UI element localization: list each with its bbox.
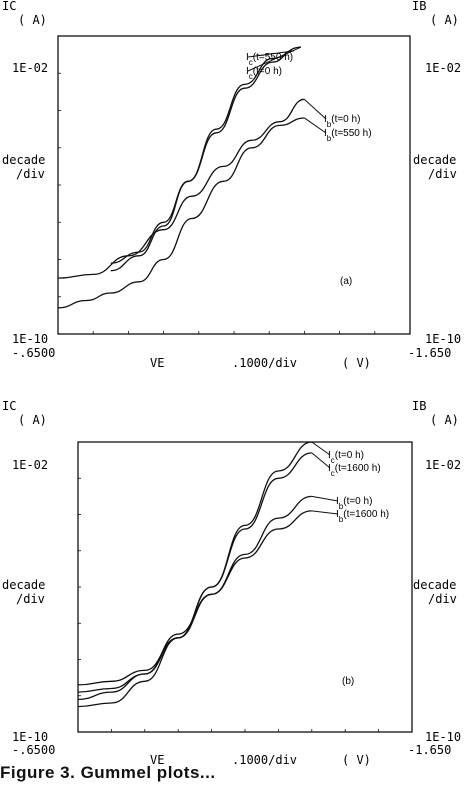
series-label: Ic(t=0 h) bbox=[328, 450, 364, 465]
series-label: Ib(t=550 h) bbox=[324, 128, 372, 143]
series-line-ib-t-550-h- bbox=[57, 117, 305, 309]
right-unit-label-2: ( A) bbox=[430, 413, 459, 427]
series-line-ic-t-0-h- bbox=[77, 441, 312, 708]
plot-frame-a bbox=[57, 35, 411, 335]
y-scale-label-left-2: /div bbox=[16, 592, 45, 606]
series-line-ib-t-0-h- bbox=[77, 495, 312, 701]
series-label: Ic(t=550 h) bbox=[246, 52, 293, 67]
series-leader-line bbox=[304, 98, 327, 120]
left-unit-label-2: ( A) bbox=[18, 13, 47, 27]
series-leader-line bbox=[311, 441, 331, 456]
y-top-label-right: 1E-02 bbox=[425, 458, 461, 472]
y-scale-label-left-2: /div bbox=[16, 167, 45, 181]
left-unit-label: IC bbox=[2, 0, 16, 13]
y-top-label-left: 1E-02 bbox=[12, 458, 48, 472]
series-label: Ib(t=1600 h) bbox=[336, 509, 389, 524]
y-scale-label-left-1: decade bbox=[2, 578, 45, 592]
x-left-label: -.6500 bbox=[12, 743, 55, 757]
y-scale-label-left-1: decade bbox=[2, 153, 45, 167]
series-leader-line bbox=[311, 452, 331, 469]
series-leader-line bbox=[311, 495, 339, 502]
y-scale-label-right-2: /div bbox=[428, 592, 457, 606]
series-leader-line bbox=[304, 117, 327, 134]
y-bottom-label-left: 1E-10 bbox=[12, 332, 48, 346]
right-unit-label-2: ( A) bbox=[430, 13, 459, 27]
figure-caption: Figure 3. Gummel plots... bbox=[0, 763, 216, 782]
y-bottom-label-right: 1E-10 bbox=[425, 730, 461, 744]
x-scale-label: .1000/div bbox=[232, 356, 297, 370]
right-unit-label: IB bbox=[412, 399, 426, 413]
y-bottom-label-left: 1E-10 bbox=[12, 730, 48, 744]
y-top-label-right: 1E-02 bbox=[425, 61, 461, 75]
plot-frame-b bbox=[77, 441, 413, 733]
x-right-label: -1.650 bbox=[408, 743, 451, 757]
x-unit-label: ( V) bbox=[342, 356, 371, 370]
series-line-ib-t-1600-h- bbox=[77, 510, 312, 686]
plot-area-a: Ic(t=550 h)Ic(t=0 h) Ib(t=0 h)Ib(t=550 h) bbox=[57, 46, 376, 334]
series-leader-line bbox=[247, 50, 294, 58]
series-label: Ib(t=0 h) bbox=[336, 496, 372, 511]
y-scale-label-right-2: /div bbox=[428, 167, 457, 181]
x-left-label: -.6500 bbox=[12, 346, 55, 360]
left-unit-label-2: ( A) bbox=[18, 413, 47, 427]
x-axis-name: VE bbox=[150, 356, 164, 370]
series-leader-line bbox=[311, 510, 339, 515]
series-label: Ic(t=0 h) bbox=[246, 66, 282, 81]
y-bottom-label-right: 1E-10 bbox=[425, 332, 461, 346]
series-leader-line bbox=[247, 46, 302, 72]
panel-a: IC ( A) IB ( A) 1E-02 1E-02 decade /div … bbox=[2, 0, 461, 370]
series-label: Ic(t=1600 h) bbox=[328, 463, 381, 478]
x-scale-label: .1000/div bbox=[232, 753, 297, 767]
panel-label-a: (a) bbox=[340, 276, 352, 287]
x-axis-name: VE bbox=[150, 753, 164, 767]
panel-label-b: (b) bbox=[342, 676, 354, 687]
right-unit-label: IB bbox=[412, 0, 426, 13]
left-unit-label: IC bbox=[2, 399, 16, 413]
series-line-ic-t-0-h- bbox=[110, 46, 301, 272]
plot-area-b: Ic(t=0 h)Ic(t=1600 h) Ib(t=0 h)Ib(t=1600 … bbox=[77, 441, 389, 732]
x-right-label: -1.650 bbox=[408, 346, 451, 360]
series-line-ic-t-1600-h- bbox=[77, 452, 312, 693]
series-label: Ib(t=0 h) bbox=[324, 114, 360, 129]
y-scale-label-right-1: decade bbox=[413, 578, 456, 592]
y-scale-label-right-1: decade bbox=[413, 153, 456, 167]
series-line-ib-t-0-h- bbox=[57, 98, 305, 279]
y-top-label-left: 1E-02 bbox=[12, 61, 48, 75]
panel-b: IC ( A) IB ( A) 1E-02 1E-02 decade /div … bbox=[2, 399, 461, 767]
x-unit-label: ( V) bbox=[342, 753, 371, 767]
